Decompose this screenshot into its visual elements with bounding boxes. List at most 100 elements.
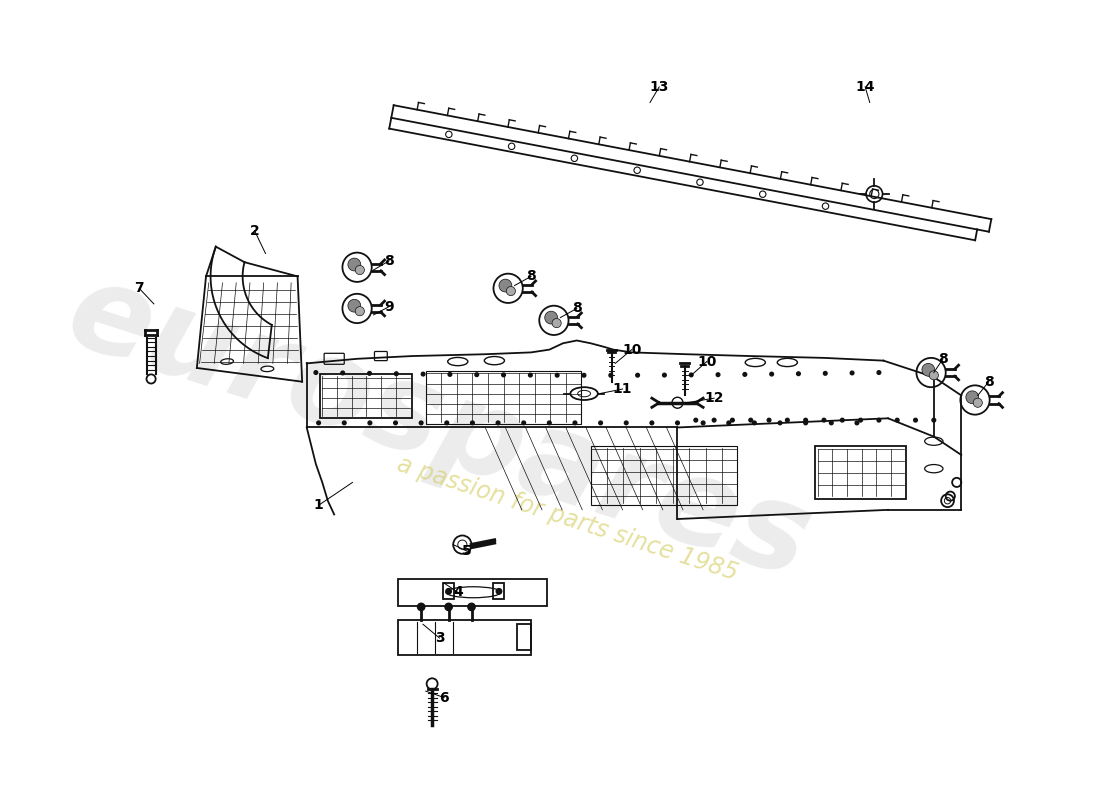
Text: eurospares: eurospares — [54, 253, 825, 602]
Circle shape — [314, 370, 318, 374]
Text: 4: 4 — [453, 586, 463, 599]
Circle shape — [598, 421, 603, 425]
Circle shape — [544, 311, 558, 324]
Circle shape — [785, 418, 789, 422]
Circle shape — [573, 421, 576, 425]
Circle shape — [419, 421, 424, 425]
Text: 12: 12 — [704, 391, 724, 405]
Circle shape — [716, 373, 719, 377]
Circle shape — [355, 306, 364, 316]
Circle shape — [930, 370, 938, 380]
Text: a passion for parts since 1985: a passion for parts since 1985 — [394, 453, 741, 586]
Text: 8: 8 — [384, 254, 394, 268]
Circle shape — [840, 418, 844, 422]
Text: 8: 8 — [938, 352, 948, 366]
Circle shape — [556, 374, 559, 377]
Circle shape — [829, 421, 833, 425]
Circle shape — [730, 418, 734, 422]
Circle shape — [625, 421, 628, 425]
Text: 6: 6 — [439, 690, 449, 705]
Circle shape — [877, 418, 881, 422]
Circle shape — [448, 373, 452, 376]
Circle shape — [317, 421, 320, 425]
Text: 1: 1 — [314, 498, 323, 512]
Circle shape — [506, 286, 516, 296]
Circle shape — [742, 373, 747, 376]
Circle shape — [342, 421, 346, 425]
Circle shape — [796, 372, 801, 375]
Circle shape — [932, 418, 936, 422]
Circle shape — [694, 418, 697, 422]
Circle shape — [471, 421, 474, 425]
Circle shape — [966, 391, 979, 404]
Circle shape — [548, 421, 551, 425]
Bar — [815, 446, 906, 499]
Circle shape — [675, 421, 680, 425]
Circle shape — [770, 372, 773, 376]
Circle shape — [974, 398, 982, 407]
Circle shape — [496, 589, 502, 594]
Circle shape — [355, 266, 364, 274]
Circle shape — [877, 370, 881, 374]
Text: 14: 14 — [856, 80, 875, 94]
Circle shape — [824, 371, 827, 375]
Text: 2: 2 — [250, 224, 260, 238]
Circle shape — [850, 371, 854, 374]
Circle shape — [446, 421, 449, 425]
Circle shape — [752, 421, 756, 425]
Text: 9: 9 — [384, 300, 394, 314]
Text: 3: 3 — [434, 631, 444, 645]
Circle shape — [446, 589, 451, 594]
Circle shape — [749, 418, 752, 422]
Circle shape — [636, 374, 639, 377]
Circle shape — [552, 318, 561, 328]
Circle shape — [662, 374, 667, 377]
Circle shape — [690, 373, 693, 377]
Circle shape — [650, 421, 653, 425]
Circle shape — [895, 418, 899, 422]
Text: 13: 13 — [649, 80, 669, 94]
Text: 7: 7 — [134, 282, 144, 295]
Circle shape — [767, 418, 771, 422]
Circle shape — [702, 421, 705, 425]
Text: 8: 8 — [526, 270, 536, 283]
Circle shape — [922, 363, 935, 376]
Text: 10: 10 — [697, 354, 716, 369]
Circle shape — [804, 418, 807, 422]
Circle shape — [468, 603, 475, 610]
Circle shape — [609, 374, 613, 377]
Text: 10: 10 — [621, 342, 641, 357]
Circle shape — [804, 421, 807, 425]
Circle shape — [348, 299, 361, 312]
Bar — [591, 446, 737, 506]
Circle shape — [394, 421, 397, 425]
Circle shape — [521, 421, 526, 425]
Circle shape — [502, 373, 505, 377]
Circle shape — [446, 603, 452, 610]
Circle shape — [822, 418, 826, 422]
Circle shape — [421, 372, 425, 376]
Circle shape — [475, 373, 478, 377]
Circle shape — [341, 371, 344, 374]
Text: 8: 8 — [983, 374, 993, 389]
Bar — [426, 370, 582, 424]
Circle shape — [727, 421, 730, 425]
Circle shape — [348, 258, 361, 271]
Text: 8: 8 — [572, 302, 582, 315]
Circle shape — [713, 418, 716, 422]
Circle shape — [582, 374, 586, 377]
Circle shape — [368, 421, 372, 425]
Circle shape — [367, 371, 372, 375]
Circle shape — [859, 418, 862, 422]
Circle shape — [914, 418, 917, 422]
Circle shape — [418, 603, 425, 610]
Circle shape — [778, 421, 782, 425]
Circle shape — [395, 372, 398, 375]
Circle shape — [855, 421, 859, 425]
Text: 5: 5 — [462, 544, 472, 558]
Text: 11: 11 — [613, 382, 632, 396]
Circle shape — [496, 421, 499, 425]
Bar — [320, 374, 412, 418]
Circle shape — [499, 279, 512, 292]
Circle shape — [528, 374, 532, 377]
